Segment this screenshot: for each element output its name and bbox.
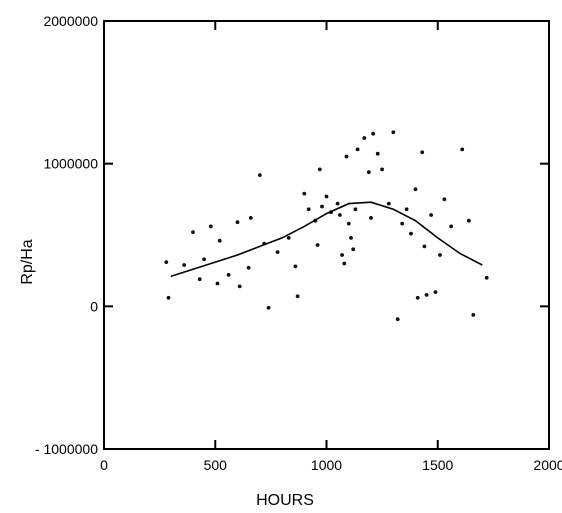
plot-frame <box>103 20 550 450</box>
data-point <box>217 238 222 243</box>
y-tick-label: - 1000000 <box>35 441 98 457</box>
data-point <box>386 201 391 206</box>
trend-line-group <box>170 201 483 278</box>
x-tick-label: 500 <box>204 457 228 473</box>
data-point <box>349 236 353 240</box>
x-tick-label: 0 <box>100 457 108 473</box>
x-axis-title: HOURS <box>256 492 314 509</box>
data-point <box>335 201 340 206</box>
data-point <box>248 216 253 220</box>
data-point <box>166 295 171 300</box>
data-point <box>246 265 251 270</box>
data-point <box>317 167 322 172</box>
data-point <box>346 221 351 226</box>
y-tick-label: 0 <box>90 298 98 314</box>
data-point <box>484 275 489 280</box>
data-point <box>413 187 418 192</box>
data-point <box>215 281 220 286</box>
data-point <box>275 250 280 255</box>
x-axis-tick-labels: 0 500 1000 1500 2000 <box>100 457 562 473</box>
data-point <box>286 236 291 240</box>
data-point <box>424 293 429 297</box>
data-point <box>366 170 371 175</box>
data-point <box>353 207 358 212</box>
data-points <box>164 130 489 322</box>
data-point <box>182 263 187 267</box>
data-point <box>415 295 420 300</box>
data-point <box>266 305 271 310</box>
y-tick-label: 2000000 <box>43 13 98 29</box>
data-point <box>409 231 413 236</box>
x-tick-label: 2000 <box>533 457 562 473</box>
data-point <box>306 207 311 212</box>
y-axis-tick-labels: - 1000000 0 1000000 2000000 <box>35 13 98 457</box>
data-point <box>438 253 442 257</box>
data-point <box>371 131 376 136</box>
data-point <box>164 260 169 264</box>
data-point <box>351 247 356 252</box>
data-point <box>380 167 384 172</box>
data-point <box>191 230 195 235</box>
data-point <box>226 273 231 277</box>
axis-ticks <box>103 20 550 450</box>
data-point <box>433 290 438 294</box>
data-point <box>344 154 349 159</box>
data-point <box>324 194 329 199</box>
y-tick-label: 1000000 <box>43 156 98 172</box>
data-point <box>237 284 242 289</box>
data-point <box>391 130 396 135</box>
data-point <box>442 197 447 202</box>
data-point <box>467 218 471 223</box>
data-point <box>395 317 400 322</box>
data-point <box>422 244 427 249</box>
data-point <box>235 220 240 225</box>
data-point <box>449 224 453 229</box>
data-point <box>315 243 320 247</box>
x-tick-label: 1500 <box>422 457 453 473</box>
data-point <box>302 191 307 196</box>
x-tick-label: 1000 <box>311 457 342 473</box>
data-point <box>342 261 347 266</box>
data-point <box>197 277 202 282</box>
data-point <box>429 213 433 217</box>
data-point <box>460 147 465 152</box>
data-point <box>369 216 373 220</box>
data-point <box>340 253 344 257</box>
data-point <box>208 224 213 229</box>
data-point <box>338 213 342 217</box>
data-point <box>320 204 324 209</box>
data-point <box>257 173 262 178</box>
data-point <box>471 313 476 317</box>
data-point <box>362 136 367 140</box>
data-point <box>420 150 425 155</box>
data-point <box>404 207 409 212</box>
data-point <box>293 264 298 269</box>
data-point <box>295 294 300 299</box>
data-point <box>375 151 380 156</box>
plot-area <box>103 20 550 450</box>
data-point <box>202 257 207 262</box>
y-axis-title: Rp/Ha <box>19 239 36 284</box>
trend-line <box>170 201 483 278</box>
data-point <box>400 221 405 226</box>
data-point <box>355 147 360 152</box>
